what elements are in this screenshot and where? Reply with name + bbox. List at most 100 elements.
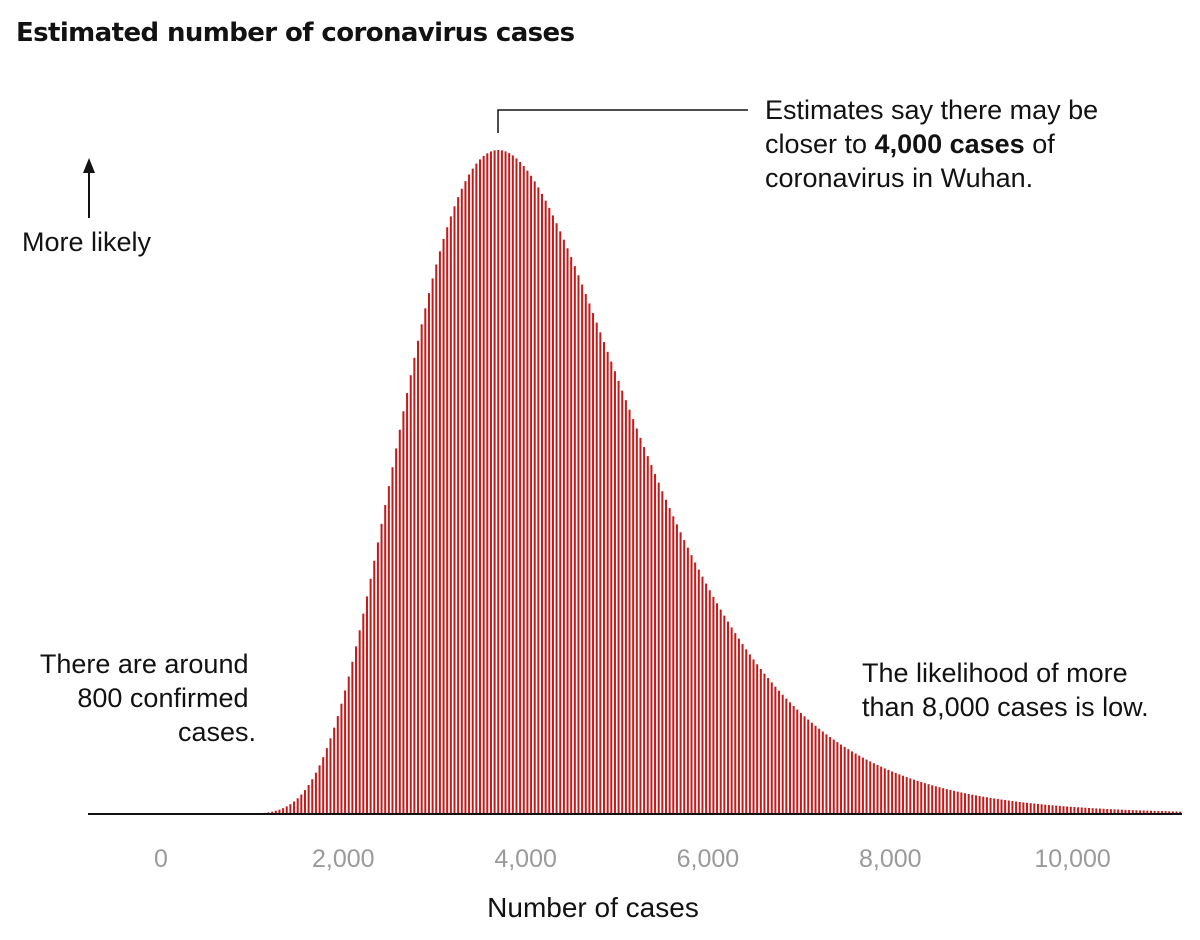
likelihood-bar: [840, 744, 843, 814]
confirmed-annotation: There are around 800 confirmed cases.: [40, 649, 256, 747]
x-tick-label: 6,000: [677, 845, 740, 873]
likelihood-bar: [464, 181, 467, 814]
likelihood-bar: [923, 783, 926, 814]
likelihood-bar: [909, 778, 912, 814]
likelihood-bar: [442, 238, 445, 814]
likelihood-bar: [398, 429, 401, 814]
likelihood-bar: [482, 155, 485, 814]
likelihood-bar: [858, 755, 861, 814]
likelihood-bar: [719, 609, 722, 814]
likelihood-bar: [723, 615, 726, 814]
likelihood-bar: [526, 170, 529, 814]
likelihood-bar: [515, 158, 518, 814]
likelihood-bar: [322, 757, 325, 814]
likelihood-bar: [362, 613, 365, 814]
likelihood-bar: [588, 303, 591, 814]
likelihood-bar: [519, 161, 522, 814]
likelihood-bar: [329, 738, 332, 814]
peak-annotation-line-2a: closer to: [765, 129, 875, 159]
likelihood-bar: [438, 251, 441, 815]
likelihood-bar: [1040, 804, 1043, 814]
likelihood-bar: [500, 150, 503, 815]
likelihood-bar: [271, 811, 274, 814]
likelihood-bar: [894, 772, 897, 814]
likelihood-bar: [1117, 809, 1120, 814]
likelihood-bar: [807, 719, 810, 814]
likelihood-bar: [1069, 806, 1072, 814]
likelihood-bar: [1015, 801, 1018, 814]
likelihood-bar: [1080, 807, 1083, 814]
likelihood-bar: [635, 428, 638, 814]
likelihood-bar: [759, 669, 762, 814]
likelihood-bar: [1128, 809, 1131, 814]
likelihood-bar: [592, 313, 595, 814]
likelihood-bar: [1098, 808, 1101, 814]
likelihood-bar: [340, 703, 343, 814]
likelihood-bar: [905, 777, 908, 814]
likelihood-bar: [847, 749, 850, 814]
likelihood-bar: [942, 788, 945, 814]
likelihood-bar: [1007, 800, 1010, 814]
likelihood-bar: [497, 150, 500, 814]
likelihood-bar: [657, 482, 660, 814]
likelihood-bar: [661, 491, 664, 814]
tail-annotation-line-2: than 8,000 cases is low.: [862, 692, 1149, 722]
likelihood-bar: [803, 716, 806, 814]
peak-annotation-line-2b: of: [1025, 129, 1056, 159]
likelihood-bar: [274, 810, 277, 814]
likelihood-bar: [774, 686, 777, 814]
likelihood-bar: [624, 400, 627, 814]
likelihood-bar: [686, 547, 689, 814]
likelihood-bar: [1171, 811, 1174, 814]
likelihood-bar: [493, 150, 496, 815]
likelihood-bar: [544, 200, 547, 814]
likelihood-bar: [1066, 806, 1069, 814]
likelihood-bar: [974, 795, 977, 814]
confirmed-annotation-line-1: There are around: [40, 649, 249, 679]
likelihood-bar: [668, 508, 671, 814]
likelihood-bar: [883, 768, 886, 814]
likelihood-bar: [1106, 808, 1109, 814]
likelihood-bar: [741, 644, 744, 814]
likelihood-bar: [938, 787, 941, 814]
likelihood-bar: [369, 578, 372, 814]
likelihood-bar: [767, 678, 770, 814]
likelihood-bar: [964, 793, 967, 814]
likelihood-bar: [460, 188, 463, 815]
likelihood-bar: [1135, 810, 1138, 814]
likelihood-bar: [836, 742, 839, 814]
likelihood-bar: [318, 765, 321, 814]
likelihood-bar: [449, 216, 452, 814]
likelihood-bar: [675, 524, 678, 814]
likelihood-bar: [391, 467, 394, 814]
likelihood-bar: [825, 734, 828, 814]
likelihood-bar: [876, 765, 879, 814]
likelihood-bar: [818, 728, 821, 814]
likelihood-bar: [745, 649, 748, 814]
likelihood-bar: [351, 661, 354, 814]
likelihood-bar: [413, 357, 416, 814]
likelihood-bar: [628, 409, 631, 814]
likelihood-bar: [756, 664, 759, 814]
likelihood-bar: [417, 340, 420, 814]
likelihood-bar: [887, 769, 890, 814]
likelihood-bar: [522, 166, 525, 814]
likelihood-bar: [508, 153, 511, 815]
chart-title: Estimated number of coronavirus cases: [16, 18, 575, 48]
likelihood-bar: [380, 523, 383, 814]
likelihood-bar: [559, 231, 562, 815]
likelihood-bar: [726, 621, 729, 814]
likelihood-bar: [1095, 808, 1098, 814]
likelihood-bar: [814, 725, 817, 814]
likelihood-bar: [1026, 802, 1029, 814]
likelihood-bar: [296, 798, 299, 814]
likelihood-bar: [985, 797, 988, 814]
x-tick-label: 4,000: [494, 845, 557, 873]
likelihood-bar: [650, 465, 653, 814]
peak-annotation: Estimates say there may be closer to 4,0…: [765, 95, 1106, 193]
likelihood-bar: [1051, 805, 1054, 814]
likelihood-bar: [799, 713, 802, 814]
likelihood-bar: [996, 799, 999, 814]
likelihood-bar: [293, 801, 296, 814]
likelihood-bar: [325, 748, 328, 814]
